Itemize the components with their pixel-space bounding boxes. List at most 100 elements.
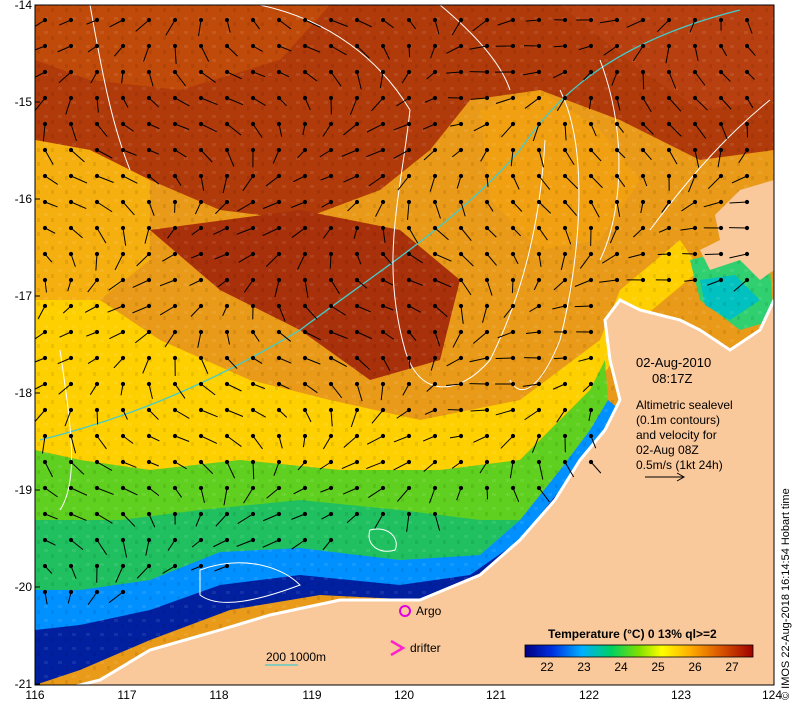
velocity-arrow — [434, 513, 441, 531]
velocity-arrow — [148, 513, 156, 528]
velocity-arrow — [472, 331, 488, 344]
velocity-arrow-origin — [432, 199, 438, 205]
velocity-arrow — [96, 461, 113, 471]
velocity-arrow — [688, 175, 696, 193]
velocity-arrow — [661, 201, 670, 213]
bathy-label: 200 1000m — [266, 650, 327, 664]
velocity-arrow-origin — [224, 563, 230, 569]
velocity-arrow-origin — [666, 173, 672, 179]
velocity-arrow-origin — [614, 173, 620, 179]
velocity-arrow-origin — [562, 329, 568, 335]
velocity-arrow — [446, 45, 462, 54]
y-axis-label: -18 — [14, 386, 32, 400]
velocity-arrow — [236, 539, 254, 547]
velocity-arrow-origin — [640, 225, 646, 231]
velocity-arrow — [512, 487, 520, 503]
velocity-arrow-origin — [276, 407, 282, 413]
velocity-arrow-origin — [562, 95, 568, 101]
velocity-arrow-origin — [640, 95, 646, 101]
velocity-arrow-origin — [432, 225, 438, 231]
velocity-arrow — [375, 201, 384, 217]
velocity-arrow — [349, 97, 358, 115]
velocity-arrow-origin — [718, 173, 724, 179]
velocity-arrow-origin — [510, 173, 516, 179]
velocity-arrow — [382, 227, 386, 243]
velocity-arrow-origin — [250, 173, 256, 179]
velocity-arrow-origin — [250, 251, 256, 257]
velocity-arrow-origin — [536, 459, 542, 465]
velocity-arrow — [262, 539, 280, 548]
velocity-arrow-origin — [94, 147, 100, 153]
velocity-arrow — [70, 253, 76, 267]
x-axis-label: 118 — [209, 688, 229, 702]
velocity-arrow-origin — [666, 147, 672, 153]
velocity-arrow-origin — [302, 303, 308, 309]
velocity-arrow — [556, 409, 566, 423]
velocity-arrow-origin — [536, 407, 542, 413]
velocity-arrow-origin — [302, 485, 308, 491]
velocity-arrow — [96, 435, 107, 450]
velocity-arrow — [366, 123, 384, 133]
velocity-arrow — [237, 513, 254, 524]
velocity-arrow — [456, 175, 462, 189]
velocity-arrow-origin — [250, 199, 256, 205]
velocity-arrow — [96, 97, 99, 113]
velocity-arrow-origin — [614, 147, 620, 153]
velocity-arrow-origin — [640, 199, 646, 205]
velocity-arrow-origin — [380, 121, 386, 127]
velocity-arrow — [486, 227, 497, 238]
velocity-arrow-origin — [328, 407, 334, 413]
velocity-arrow-origin — [588, 381, 594, 387]
velocity-arrow-origin — [328, 147, 334, 153]
velocity-arrow-origin — [42, 173, 48, 179]
velocity-arrow — [148, 201, 155, 216]
annotation-line: 0.5m/s (1kt 24h) — [636, 458, 723, 472]
velocity-arrow-origin — [562, 173, 568, 179]
velocity-arrow-origin — [328, 199, 334, 205]
velocity-arrow-origin — [276, 17, 282, 23]
velocity-arrow-origin — [354, 225, 360, 231]
velocity-arrow-origin — [172, 433, 178, 439]
velocity-arrow-origin — [614, 95, 620, 101]
velocity-arrow-origin — [406, 355, 412, 361]
velocity-arrow — [278, 19, 292, 30]
velocity-arrow — [44, 487, 58, 498]
velocity-arrow-origin — [588, 121, 594, 127]
velocity-arrow-origin — [692, 277, 698, 283]
velocity-arrow — [96, 175, 114, 183]
velocity-arrow-origin — [146, 43, 152, 49]
velocity-arrow-origin — [458, 69, 464, 75]
velocity-arrow — [330, 409, 333, 427]
velocity-arrow-origin — [224, 303, 230, 309]
velocity-arrow-origin — [666, 277, 672, 283]
velocity-arrow-origin — [276, 381, 282, 387]
velocity-arrow — [343, 435, 358, 448]
velocity-arrow — [122, 539, 128, 558]
velocity-arrow-origin — [536, 121, 542, 127]
velocity-arrow — [44, 149, 54, 165]
velocity-arrow-origin — [276, 43, 282, 49]
velocity-arrow-origin — [250, 121, 256, 127]
velocity-arrow — [330, 383, 343, 399]
velocity-arrow — [406, 513, 410, 532]
velocity-arrow — [42, 123, 46, 142]
velocity-arrow-origin — [458, 43, 464, 49]
velocity-arrow-origin — [198, 537, 204, 543]
velocity-arrow-origin — [198, 251, 204, 257]
velocity-arrow-origin — [380, 199, 386, 205]
velocity-arrow — [729, 253, 748, 259]
velocity-arrow-origin — [172, 43, 178, 49]
velocity-arrow — [451, 19, 462, 36]
x-axis-label: 122 — [578, 688, 600, 702]
velocity-arrow — [159, 305, 176, 316]
velocity-arrow-origin — [484, 251, 490, 257]
velocity-arrow-origin — [432, 355, 438, 361]
velocity-arrow — [473, 123, 488, 132]
velocity-arrow — [382, 357, 391, 372]
velocity-arrow-origin — [406, 485, 412, 491]
velocity-arrow — [90, 71, 98, 84]
velocity-arrow-origin — [510, 407, 516, 413]
velocity-arrow-origin — [718, 277, 724, 283]
velocity-arrow — [473, 435, 488, 443]
velocity-arrow-origin — [510, 225, 516, 231]
